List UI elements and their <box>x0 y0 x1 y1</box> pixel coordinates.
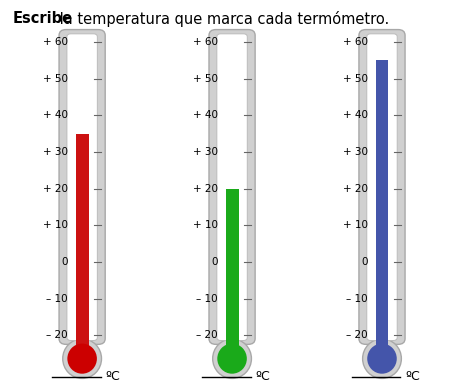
Text: + 20: + 20 <box>193 184 218 194</box>
Text: – 10: – 10 <box>346 294 368 304</box>
Text: ºC: ºC <box>405 370 420 383</box>
Text: – 10: – 10 <box>196 294 218 304</box>
Text: + 60: + 60 <box>43 37 68 47</box>
Ellipse shape <box>363 339 401 378</box>
Text: ºC: ºC <box>255 370 270 383</box>
Text: + 40: + 40 <box>193 110 218 120</box>
Ellipse shape <box>213 339 251 378</box>
FancyBboxPatch shape <box>67 34 97 340</box>
Text: + 10: + 10 <box>343 221 368 230</box>
Text: 0: 0 <box>61 257 68 267</box>
Text: + 30: + 30 <box>43 147 68 157</box>
Text: + 30: + 30 <box>193 147 218 157</box>
FancyBboxPatch shape <box>359 30 405 344</box>
Text: – 20: – 20 <box>46 331 68 340</box>
Text: – 20: – 20 <box>196 331 218 340</box>
Text: + 20: + 20 <box>43 184 68 194</box>
Bar <box>226 189 238 359</box>
Text: + 40: + 40 <box>343 110 368 120</box>
Text: + 50: + 50 <box>43 74 68 84</box>
Text: + 20: + 20 <box>343 184 368 194</box>
FancyBboxPatch shape <box>209 30 255 344</box>
Bar <box>375 60 389 359</box>
FancyBboxPatch shape <box>217 34 247 340</box>
Ellipse shape <box>67 343 97 374</box>
Ellipse shape <box>63 339 101 378</box>
Text: + 50: + 50 <box>193 74 218 84</box>
Text: + 30: + 30 <box>343 147 368 157</box>
Text: – 10: – 10 <box>46 294 68 304</box>
Text: 0: 0 <box>361 257 368 267</box>
Ellipse shape <box>367 343 397 374</box>
Text: + 40: + 40 <box>43 110 68 120</box>
FancyBboxPatch shape <box>59 30 105 344</box>
Text: + 10: + 10 <box>193 221 218 230</box>
Ellipse shape <box>217 343 247 374</box>
Text: – 20: – 20 <box>346 331 368 340</box>
Text: + 10: + 10 <box>43 221 68 230</box>
Bar <box>76 134 89 359</box>
Text: + 50: + 50 <box>343 74 368 84</box>
Text: + 60: + 60 <box>343 37 368 47</box>
Text: + 60: + 60 <box>193 37 218 47</box>
Text: Escribe: Escribe <box>13 11 73 26</box>
Text: la temperatura que marca cada termómetro.: la temperatura que marca cada termómetro… <box>55 11 390 27</box>
FancyBboxPatch shape <box>367 34 397 340</box>
Text: ºC: ºC <box>105 370 120 383</box>
Text: 0: 0 <box>211 257 218 267</box>
